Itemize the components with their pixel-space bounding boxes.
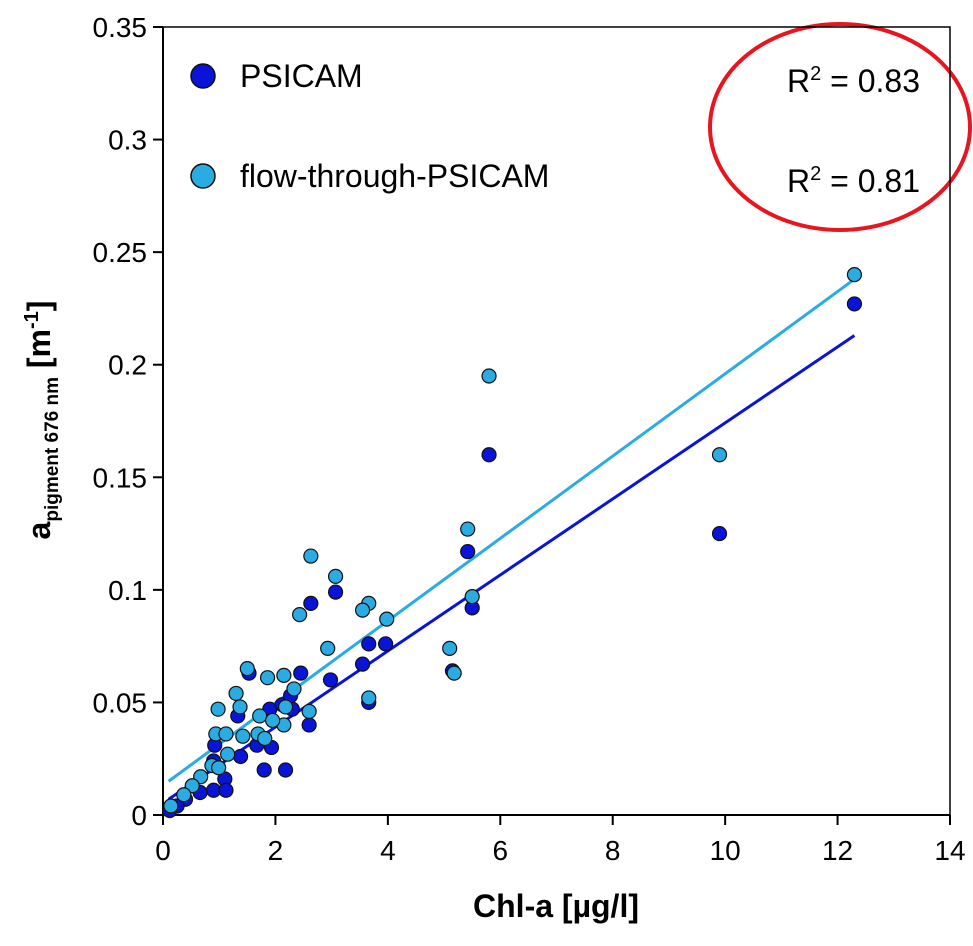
point — [320, 640, 336, 656]
point — [256, 762, 272, 778]
annotation-text: = 0.81 — [821, 163, 920, 199]
annotation-sup: 2 — [810, 63, 821, 85]
point — [210, 701, 226, 717]
point — [354, 656, 371, 672]
y-tick-label: 0.15 — [93, 462, 148, 493]
annotation-base: R — [787, 163, 810, 199]
point — [446, 665, 462, 681]
plot-frame — [162, 26, 951, 816]
point — [292, 607, 308, 623]
point — [211, 760, 227, 776]
point — [442, 640, 458, 656]
annotation: R2 = 0.81 — [787, 163, 920, 199]
point — [460, 543, 476, 560]
x-tick-label: 6 — [492, 835, 508, 866]
y-tick-label: 0.05 — [93, 687, 148, 718]
point — [711, 525, 728, 542]
fit-line — [167, 334, 856, 801]
point — [301, 717, 317, 733]
y-label-unit-close: ] — [21, 301, 57, 312]
point — [218, 726, 234, 742]
point — [322, 672, 339, 688]
x-tick-label: 0 — [155, 835, 171, 866]
point — [303, 548, 319, 564]
point — [228, 685, 244, 702]
point — [265, 712, 281, 729]
x-tick-label: 12 — [822, 835, 853, 866]
x-tick-label: 8 — [605, 835, 621, 866]
annotation-base: R — [787, 63, 810, 99]
point — [846, 296, 863, 312]
legend-marker — [190, 63, 216, 89]
annotation-text: = 0.83 — [821, 63, 920, 99]
y-label-main: a — [21, 521, 57, 539]
point — [277, 762, 294, 778]
point — [327, 584, 344, 600]
x-tick-label: 2 — [268, 835, 284, 866]
point — [293, 665, 309, 681]
annotation: R2 = 0.83 — [787, 63, 920, 99]
y-label-sup: -1 — [21, 311, 43, 329]
point — [220, 746, 236, 762]
y-label-unit: [m — [21, 329, 57, 377]
x-tick-label: 10 — [710, 835, 741, 866]
point — [361, 636, 377, 652]
point — [239, 661, 255, 677]
point — [354, 602, 371, 618]
y-tick-label: 0.1 — [108, 575, 147, 606]
point — [277, 699, 294, 715]
point — [218, 782, 234, 798]
point — [252, 708, 268, 724]
point — [163, 798, 179, 814]
point — [301, 703, 317, 720]
point — [711, 447, 728, 463]
point — [235, 728, 251, 744]
legend-label: flow-through-PSICAM — [240, 158, 549, 194]
y-tick-label: 0.35 — [93, 12, 148, 43]
x-tick-label: 14 — [934, 835, 965, 866]
point — [481, 368, 497, 384]
point — [464, 589, 480, 605]
point — [460, 521, 476, 537]
x-axis-label: Chl-a [µg/l] — [473, 888, 639, 924]
point — [257, 730, 273, 747]
x-tick-label: 4 — [380, 835, 396, 866]
y-label-sub: pigment 676 nm — [42, 377, 63, 522]
point — [232, 748, 249, 765]
point — [379, 611, 395, 627]
y-tick-label: 0 — [131, 800, 147, 831]
point — [259, 670, 276, 686]
annotation-sup: 2 — [810, 163, 821, 185]
legend-label: PSICAM — [240, 58, 363, 94]
point — [481, 447, 497, 463]
legend-marker — [190, 163, 216, 189]
point — [327, 568, 344, 584]
point — [303, 595, 319, 611]
point — [846, 267, 863, 283]
y-axis-label: apigment 676 nm [m-1] — [21, 301, 63, 540]
y-tick-label: 0.2 — [108, 350, 147, 381]
y-tick-label: 0.3 — [108, 125, 147, 156]
point — [361, 690, 377, 706]
highlight-ellipse — [708, 22, 972, 232]
point — [286, 681, 302, 697]
y-tick-label: 0.25 — [93, 237, 148, 268]
point — [176, 787, 192, 803]
point — [232, 699, 248, 715]
point — [378, 636, 394, 652]
point — [276, 667, 292, 684]
